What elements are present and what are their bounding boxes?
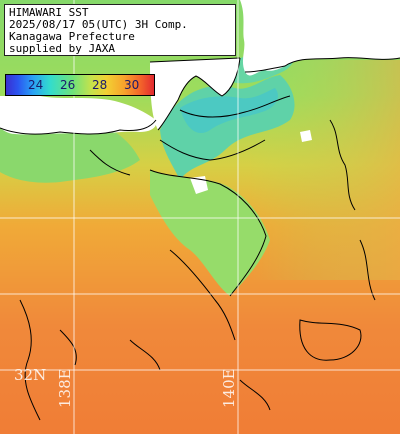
lat-label-32n: 32N [14,366,47,384]
title-line-credit: supplied by JAXA [9,42,115,55]
title-line-datetime: 2025/08/17 05(UTC) 3H Comp. [9,18,188,31]
title-line-region: Kanagawa Prefecture [9,30,135,43]
temperature-color-scale: 24 26 28 30 [5,74,155,96]
lon-label-138e: 138E [56,368,74,408]
green-tongue [150,170,270,296]
scale-label-30: 30 [124,78,140,92]
lon-label-140e: 140E [220,368,238,408]
land-west [0,96,157,135]
land-honshu [240,0,400,76]
land-izu [150,58,240,130]
land-islet [300,130,312,142]
scale-label-28: 28 [92,78,108,92]
contour-lines [0,57,400,421]
cool-water-coast [180,88,278,134]
title-line-product: HIMAWARI SST [9,6,89,19]
scale-label-26: 26 [60,78,76,92]
map-title-box: HIMAWARI SST 2025/08/17 05(UTC) 3H Comp.… [4,4,236,56]
scale-label-24: 24 [28,78,44,92]
